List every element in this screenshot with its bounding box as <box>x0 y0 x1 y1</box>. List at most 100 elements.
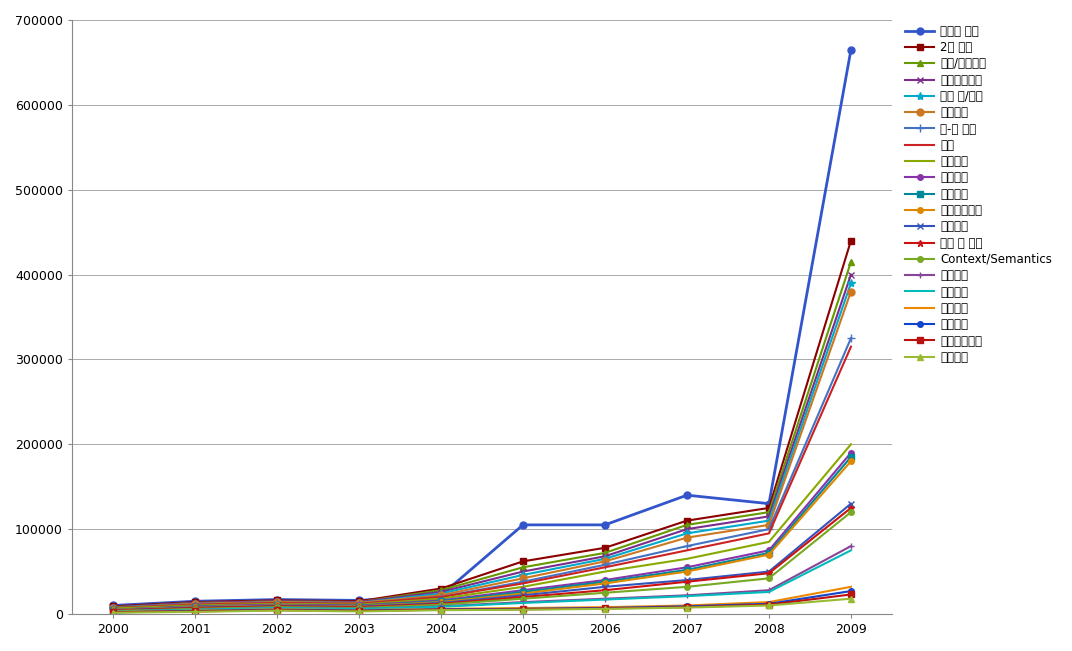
Line: 환경인식: 환경인식 <box>109 500 854 614</box>
Line: 자기위치인식: 자기위치인식 <box>110 458 853 613</box>
로봇 손/손목 <box>353 599 366 607</box>
머니플레이터 <box>845 271 858 279</box>
머니플레이터 <box>106 603 119 611</box>
Line: 관절: 관절 <box>113 347 851 608</box>
머니플레이터 <box>762 512 775 520</box>
자기위치인식 <box>517 590 530 598</box>
머니플레이터 <box>353 607 366 615</box>
센서융합 <box>845 542 858 550</box>
햄틱장치 <box>434 591 447 599</box>
시각인식 <box>845 440 858 448</box>
Context/Semantics <box>845 508 858 516</box>
학습 및 추론 <box>845 504 858 512</box>
Context/Semantics <box>598 589 611 597</box>
Line: 보행제어: 보행제어 <box>110 589 853 615</box>
햄틱장치 <box>517 574 530 582</box>
음성인식 <box>762 546 775 554</box>
Line: 제어구조: 제어구조 <box>113 550 851 611</box>
계단/험지이동 <box>517 563 530 571</box>
Context/Semantics <box>353 604 366 612</box>
환경인식 <box>845 500 858 508</box>
주행제어 <box>106 608 119 616</box>
관절 <box>845 343 858 351</box>
보행제어 <box>598 604 611 612</box>
센서융합 <box>270 604 283 612</box>
로봇 손/손목 <box>517 571 530 579</box>
햄틱장치 <box>189 600 202 607</box>
Context/Semantics <box>106 607 119 615</box>
머니플레이터 <box>106 609 119 616</box>
계단/험지이동 <box>189 599 202 607</box>
제어구조 <box>270 604 283 612</box>
바퀴식 구동 <box>270 596 283 603</box>
지능제어 <box>106 609 119 616</box>
음성인식 <box>189 602 202 610</box>
환경인식 <box>353 603 366 611</box>
바퀴식 구동 <box>598 521 611 529</box>
눈-목 기구 <box>517 578 530 586</box>
Line: 시각인식: 시각인식 <box>113 444 851 609</box>
센서융합 <box>517 598 530 606</box>
Line: 머니플레이터: 머니플레이터 <box>110 592 853 615</box>
로봇 손/손목 <box>598 555 611 562</box>
Context/Semantics <box>517 595 530 603</box>
지능제어 <box>517 606 530 614</box>
Line: 바퀴식 구동: 바퀴식 구동 <box>109 46 854 609</box>
Context/Semantics <box>189 605 202 613</box>
자기위치인식 <box>189 603 202 611</box>
시각인식 <box>762 538 775 546</box>
바퀴식 구동 <box>353 596 366 604</box>
지능제어 <box>353 607 366 615</box>
지능제어 <box>762 602 775 609</box>
환경인식 <box>434 599 447 607</box>
눈-목 기구 <box>106 604 119 612</box>
바퀴식 구동 <box>434 591 447 599</box>
센서융합 <box>189 606 202 614</box>
눈-목 기구 <box>681 542 694 550</box>
바퀴식 구동 <box>517 521 530 529</box>
제어구조 <box>434 603 447 611</box>
2족 보행 <box>434 585 447 592</box>
환경인식 <box>681 576 694 584</box>
보행제어 <box>353 607 366 615</box>
환경인식 <box>517 591 530 599</box>
머니플레이터 <box>598 605 611 613</box>
머니플레이터 <box>189 599 202 607</box>
학습 및 추론 <box>434 600 447 607</box>
Line: 음성인식: 음성인식 <box>110 450 853 613</box>
음성인식 <box>517 587 530 594</box>
Line: 로봇 손/손목: 로봇 손/손목 <box>109 279 855 612</box>
주행제어 <box>353 606 366 614</box>
눈-목 기구 <box>845 335 858 342</box>
2족 보행 <box>845 237 858 245</box>
시각인식 <box>517 583 530 590</box>
햄틱장치 <box>106 604 119 612</box>
음성인식 <box>845 449 858 456</box>
시각인식 <box>434 595 447 603</box>
주행제어 <box>762 598 775 606</box>
지능제어 <box>598 605 611 613</box>
계단/험지이동 <box>681 521 694 529</box>
관절 <box>517 579 530 587</box>
2족 보행 <box>598 544 611 551</box>
로봇 손/손목 <box>434 590 447 598</box>
지도작성 <box>517 588 530 596</box>
센서융합 <box>598 595 611 603</box>
관절 <box>270 599 283 607</box>
계단/험지이동 <box>106 603 119 611</box>
환경인식 <box>106 606 119 614</box>
환경인식 <box>189 603 202 611</box>
2족 보행 <box>681 517 694 525</box>
머니플레이터 <box>845 590 858 598</box>
학습 및 추론 <box>598 587 611 594</box>
계단/험지이동 <box>270 598 283 605</box>
주행제어 <box>845 583 858 590</box>
Line: 2족 보행: 2족 보행 <box>109 237 854 610</box>
눈-목 기구 <box>434 593 447 601</box>
Line: 지능제어: 지능제어 <box>110 596 853 615</box>
Line: 학습 및 추론: 학습 및 추론 <box>109 505 854 614</box>
Context/Semantics <box>762 574 775 582</box>
관절 <box>353 600 366 607</box>
주행제어 <box>270 605 283 613</box>
로봇 손/손목 <box>106 603 119 611</box>
